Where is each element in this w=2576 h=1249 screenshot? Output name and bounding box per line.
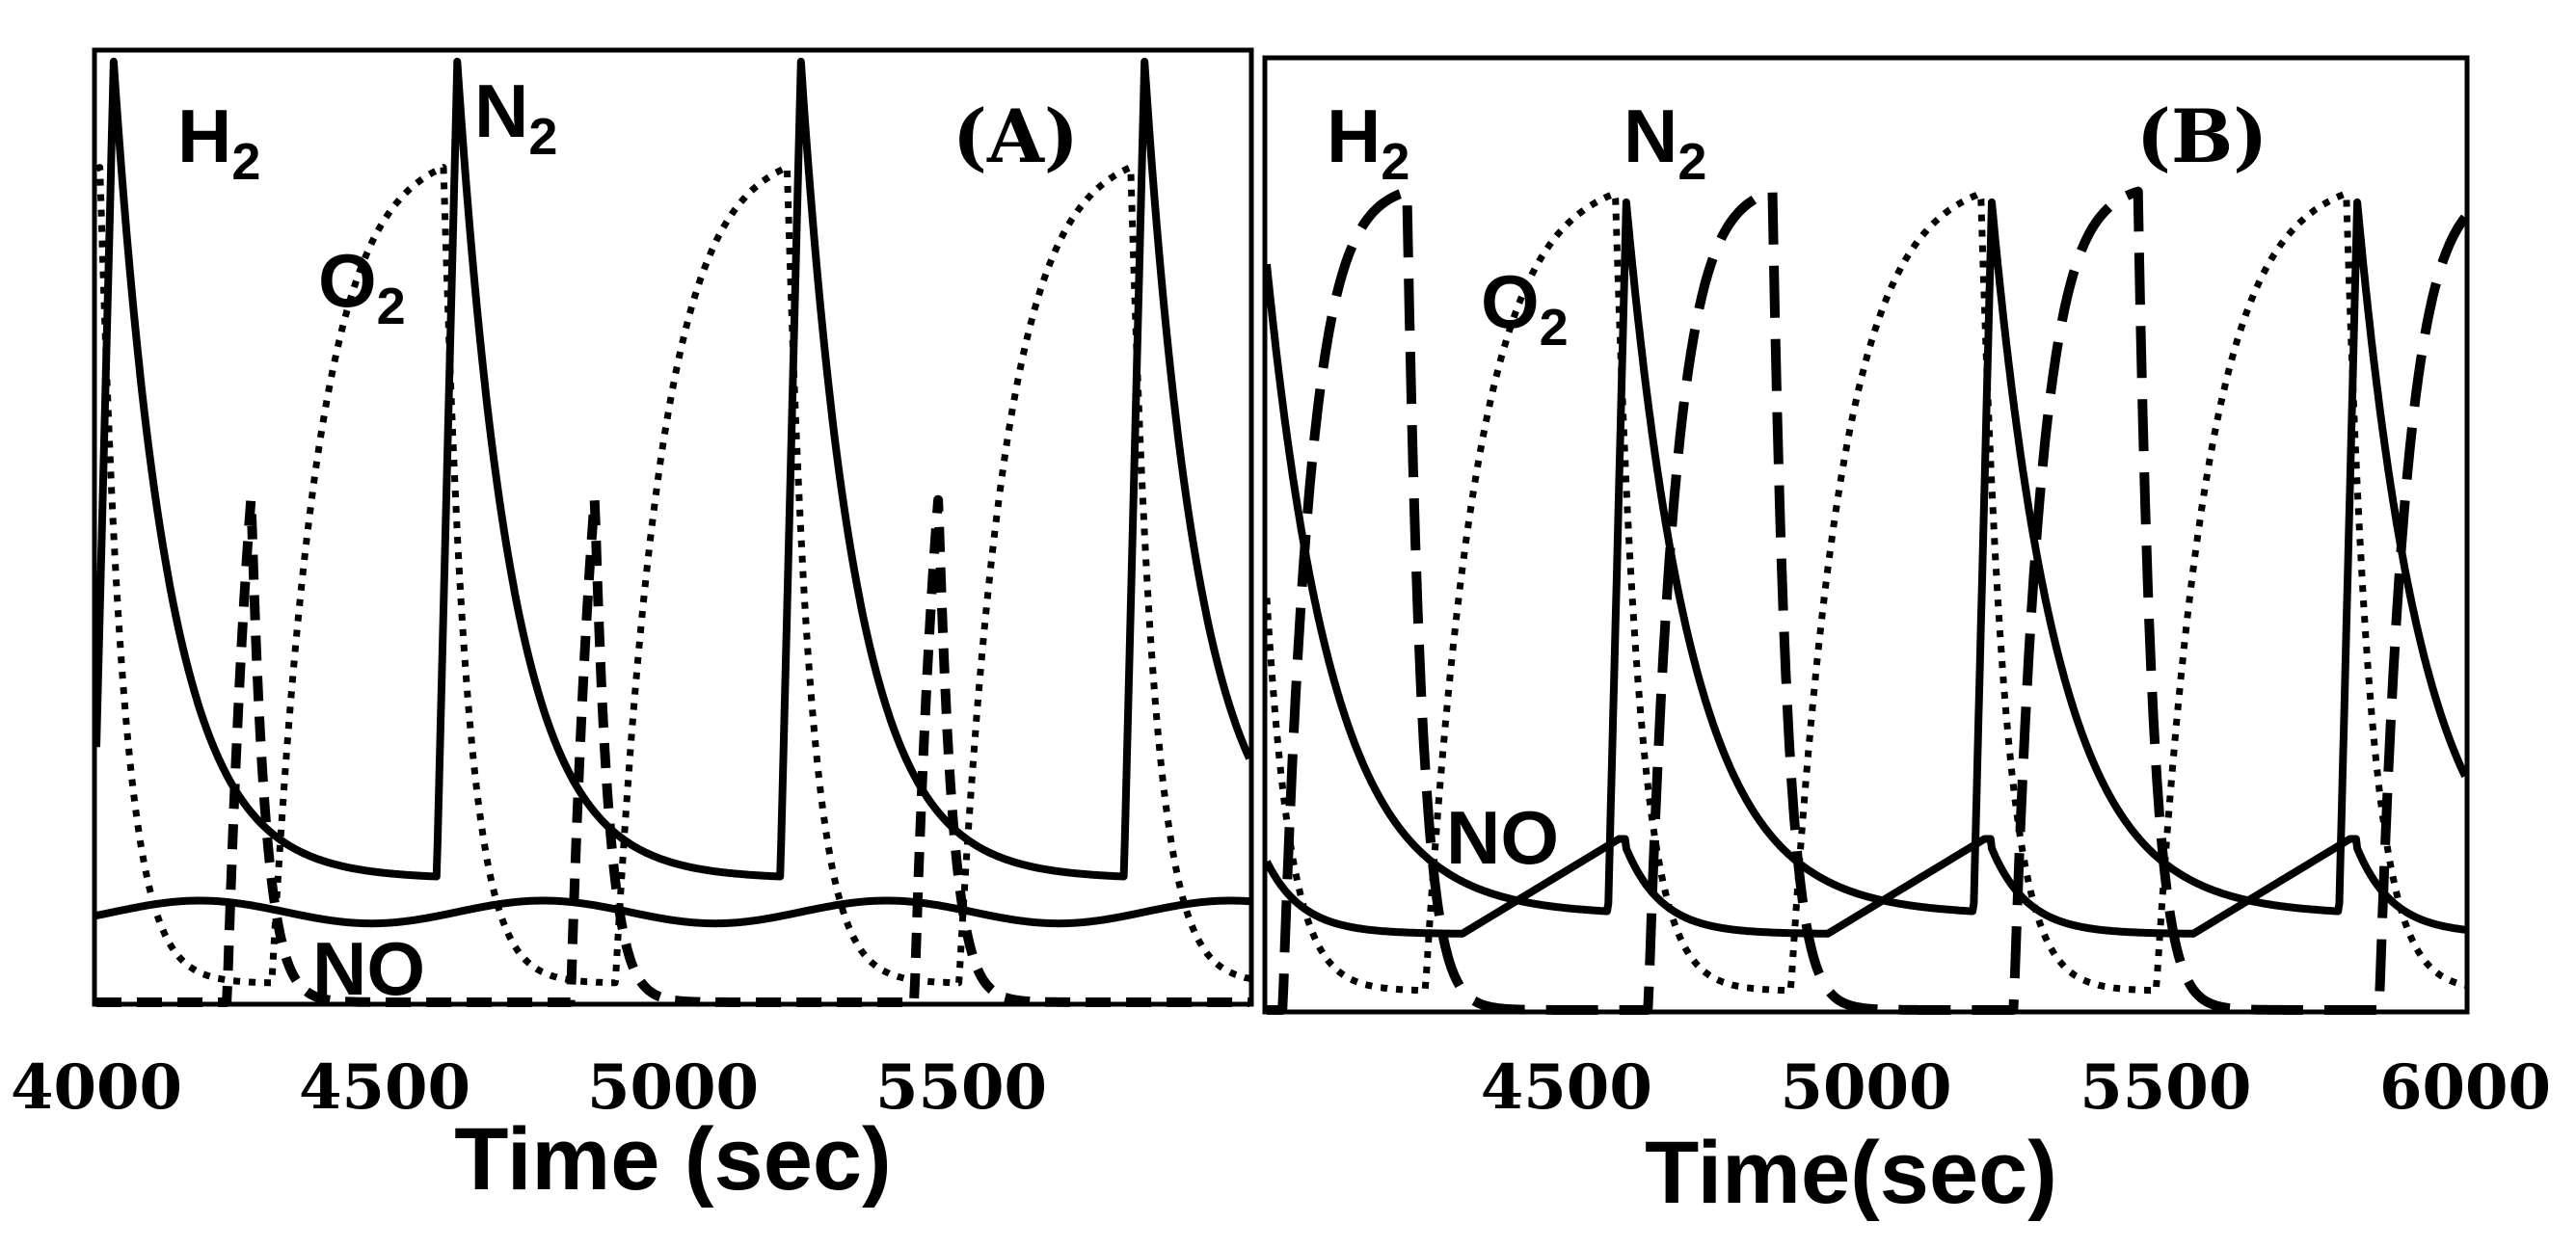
series-line-h2-a [93, 494, 1253, 1007]
panel-a-title: (A) [953, 93, 1079, 179]
panel-b-no-label: NO [1446, 795, 1559, 880]
x-tick-label-a-5500: 5500 [875, 1051, 1047, 1124]
x-tick-label-b-5500: 5500 [2080, 1051, 2251, 1124]
panel-b-title: (B) [2136, 93, 2267, 179]
series-line-o2-a [94, 164, 1252, 987]
x-tick-label-a-5000: 5000 [587, 1051, 759, 1124]
panel-a-o2-label: O2 [318, 238, 406, 335]
panel-b-series [1263, 186, 2470, 1015]
panel-b-n2-label: N2 [1623, 93, 1706, 191]
panel-a-series [93, 57, 1253, 1007]
panel-a: 4000 4500 5000 5500 (A) H2 N2 O2 NO Time (s… [11, 47, 1254, 1209]
series-line-no-b [1263, 835, 2468, 938]
series-line-no-a [94, 896, 1252, 928]
panel-b-h2-label: H2 [1327, 93, 1409, 191]
x-tick-label-b-4500: 4500 [1481, 1051, 1652, 1124]
series-line-h2-b [1263, 186, 2470, 1015]
panel-a-h2-label: H2 [177, 93, 260, 191]
panel-b-xlabel: Time(sec) [1645, 1124, 2057, 1222]
panel-a-frame [92, 47, 1254, 1007]
x-tick-label-b-6000: 6000 [2379, 1051, 2551, 1124]
x-tick-label-a-4500: 4500 [299, 1051, 470, 1124]
panel-a-no-label: NO [312, 926, 425, 1011]
x-tick-label-b-5000: 5000 [1780, 1051, 1951, 1124]
panel-a-ticks: 4000 4500 5000 5500 [11, 1051, 1047, 1124]
series-line-n2-b [1263, 198, 2469, 916]
panel-b-ticks: 4500 5000 5500 6000 [1481, 1051, 2551, 1124]
panel-b: 4500 5000 5500 6000 (B) H2 N2 O2 NO Time(se… [1262, 55, 2551, 1222]
series-line-o2-b [1263, 190, 2468, 995]
series-line-n2-a [93, 57, 1253, 881]
panel-a-n2-label: N2 [474, 68, 557, 166]
x-tick-label-a-4000: 4000 [11, 1051, 182, 1124]
panel-b-o2-label: O2 [1481, 259, 1569, 357]
panel-a-xlabel: Time (sec) [454, 1110, 891, 1209]
